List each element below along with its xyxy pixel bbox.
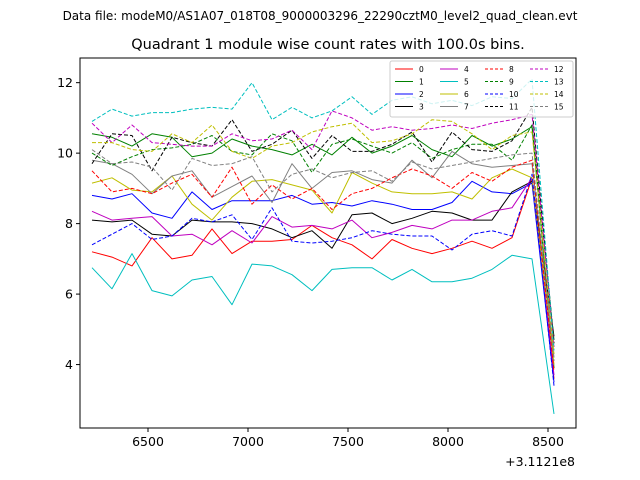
legend-label-0: 0 xyxy=(419,65,424,74)
legend-label-5: 5 xyxy=(464,77,469,86)
x-tick-label: 8500 xyxy=(532,434,564,449)
x-tick-label: 6500 xyxy=(132,434,164,449)
legend-label-4: 4 xyxy=(464,65,469,74)
series-line-5 xyxy=(92,254,554,414)
legend-label-1: 1 xyxy=(419,77,424,86)
legend-label-2: 2 xyxy=(419,90,424,99)
x-tick-label: 7500 xyxy=(332,434,364,449)
series-line-6 xyxy=(92,169,554,365)
series-line-4 xyxy=(92,178,554,375)
y-tick-label: 6 xyxy=(65,287,73,302)
x-tick-label: 8000 xyxy=(432,434,464,449)
chart-title: Quadrant 1 module wise count rates with … xyxy=(131,37,525,53)
legend-label-9: 9 xyxy=(509,77,514,86)
series-line-2 xyxy=(92,181,554,382)
series-line-15 xyxy=(92,150,554,361)
x-tick-label: 7000 xyxy=(232,434,264,449)
series-line-3 xyxy=(92,181,554,336)
y-tick-label: 4 xyxy=(65,357,73,372)
legend-label-7: 7 xyxy=(464,102,469,111)
data-file-header: Data file: modeM0/AS1A07_018T08_90000032… xyxy=(63,9,578,23)
legend-label-11: 11 xyxy=(509,102,519,111)
series-line-8 xyxy=(92,160,554,371)
legend-label-14: 14 xyxy=(554,90,564,99)
legend-label-15: 15 xyxy=(554,102,564,111)
x-offset-label: +3.1121e8 xyxy=(505,454,575,469)
legend-label-3: 3 xyxy=(419,102,424,111)
chart: Data file: modeM0/AS1A07_018T08_90000032… xyxy=(0,0,640,480)
legend-label-10: 10 xyxy=(509,90,519,99)
legend-label-12: 12 xyxy=(554,65,564,74)
legend-label-6: 6 xyxy=(464,90,469,99)
legend-label-13: 13 xyxy=(554,77,564,86)
y-tick-label: 12 xyxy=(57,75,73,90)
series-line-7 xyxy=(92,151,554,357)
series-line-10 xyxy=(92,174,554,385)
legend-label-8: 8 xyxy=(509,65,514,74)
y-tick-label: 10 xyxy=(57,146,73,161)
y-tick-label: 8 xyxy=(65,216,73,231)
